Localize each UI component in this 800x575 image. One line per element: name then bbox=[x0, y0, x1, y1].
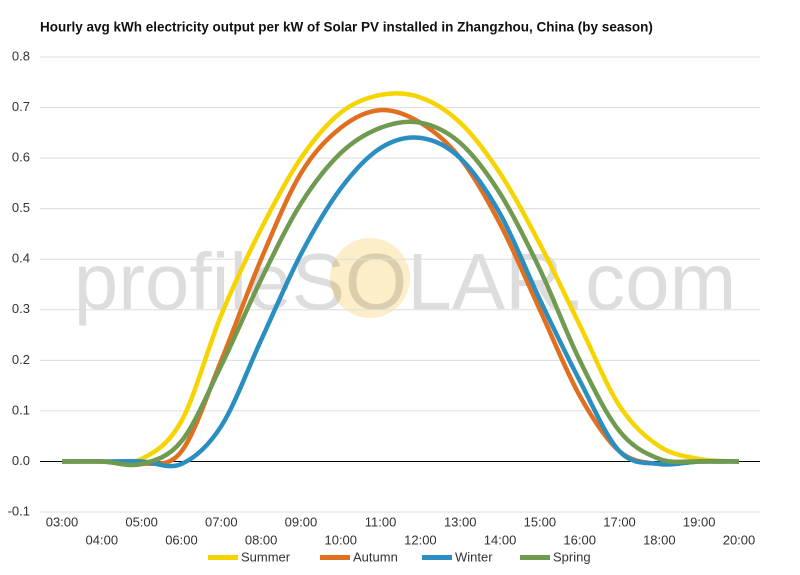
y-tick-label: -0.1 bbox=[8, 503, 30, 518]
y-tick-label: 0.1 bbox=[12, 402, 30, 417]
x-tick-label: 17:00 bbox=[603, 514, 636, 529]
y-tick-label: 0.6 bbox=[12, 150, 30, 165]
x-tick-label: 15:00 bbox=[524, 514, 557, 529]
x-tick-label: 05:00 bbox=[125, 514, 158, 529]
watermark: profileSOLAR.com bbox=[74, 237, 736, 326]
x-tick-label: 10:00 bbox=[324, 532, 357, 547]
x-tick-label: 18:00 bbox=[643, 532, 676, 547]
watermark-sun bbox=[330, 238, 410, 318]
x-tick-label: 12:00 bbox=[404, 532, 437, 547]
legend-swatch bbox=[422, 555, 452, 560]
x-tick-label: 04:00 bbox=[86, 532, 119, 547]
legend-label: Autumn bbox=[353, 549, 398, 564]
x-tick-label: 14:00 bbox=[484, 532, 517, 547]
y-tick-label: 0.8 bbox=[12, 48, 30, 63]
legend-label: Spring bbox=[553, 549, 591, 564]
x-tick-label: 16:00 bbox=[563, 532, 596, 547]
y-tick-label: 0.3 bbox=[12, 301, 30, 316]
x-tick-label: 13:00 bbox=[444, 514, 477, 529]
y-tick-label: 0.2 bbox=[12, 352, 30, 367]
y-tick-label: 0.0 bbox=[12, 453, 30, 468]
x-tick-label: 08:00 bbox=[245, 532, 278, 547]
series-line bbox=[61, 91, 740, 465]
series-line bbox=[62, 135, 740, 469]
legend-swatch bbox=[320, 555, 350, 560]
chart-title: Hourly avg kWh electricity output per kW… bbox=[40, 20, 653, 35]
x-tick-label: 19:00 bbox=[683, 514, 716, 529]
series-line bbox=[61, 119, 740, 468]
legend-swatch bbox=[520, 555, 550, 560]
x-tick-label: 03:00 bbox=[46, 514, 79, 529]
y-tick-label: 0.7 bbox=[12, 99, 30, 114]
x-tick-label: 20:00 bbox=[723, 532, 756, 547]
x-tick-label: 07:00 bbox=[205, 514, 238, 529]
legend-label: Summer bbox=[241, 549, 291, 564]
legend-label: Winter bbox=[455, 549, 493, 564]
y-tick-label: 0.4 bbox=[12, 251, 30, 266]
x-tick-label: 06:00 bbox=[165, 532, 198, 547]
y-tick-label: 0.5 bbox=[12, 200, 30, 215]
x-tick-label: 11:00 bbox=[365, 514, 397, 529]
x-tick-label: 09:00 bbox=[285, 514, 318, 529]
legend-swatch bbox=[208, 555, 238, 560]
